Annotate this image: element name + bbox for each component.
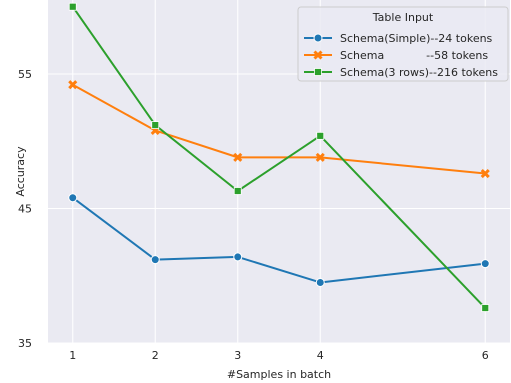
legend-label: Schema(3 rows)--216 tokens [340, 66, 498, 79]
data-point-marker [482, 305, 489, 312]
legend-title: Table Input [372, 11, 434, 24]
data-point-marker [317, 132, 324, 139]
y-tick-label: 45 [18, 202, 32, 215]
data-point-marker [234, 253, 242, 261]
legend-label: Schema --58 tokens [340, 49, 488, 62]
data-point-marker [151, 256, 159, 264]
data-point-marker [234, 188, 241, 195]
x-tick-label: 4 [317, 349, 324, 362]
y-tick-label: 55 [18, 68, 32, 81]
data-point-marker [69, 3, 76, 10]
y-tick-label: 35 [18, 337, 32, 350]
data-point-marker [315, 69, 322, 76]
x-tick-label: 3 [234, 349, 241, 362]
data-point-marker [314, 34, 322, 42]
data-point-marker [69, 194, 77, 202]
x-axis-label: #Samples in batch [227, 368, 331, 381]
data-point-marker [481, 260, 489, 268]
legend: Table Input Schema(Simple)--24 tokens Sche… [298, 7, 508, 81]
x-tick-label: 6 [482, 349, 489, 362]
x-tick-label: 2 [152, 349, 159, 362]
data-point-marker [152, 122, 159, 129]
y-axis-label: Accuracy [14, 146, 27, 197]
x-tick-label: 1 [69, 349, 76, 362]
data-point-marker [316, 278, 324, 286]
legend-label: Schema(Simple)--24 tokens [340, 32, 493, 45]
